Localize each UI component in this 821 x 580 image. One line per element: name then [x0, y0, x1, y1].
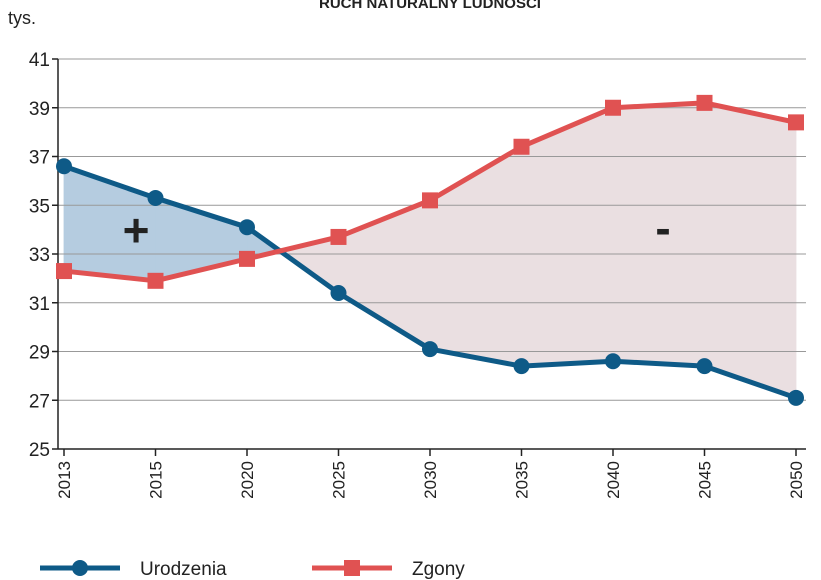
data-point — [605, 353, 621, 370]
y-tick-label: 41 — [29, 50, 50, 71]
data-point — [696, 94, 713, 111]
data-point — [147, 189, 164, 206]
data-point — [788, 114, 804, 131]
data-point — [330, 228, 347, 245]
x-tick-label: 2045 — [696, 461, 715, 499]
data-point — [422, 192, 438, 209]
y-tick-label: 37 — [29, 148, 50, 169]
annotation: + — [123, 204, 150, 256]
y-tick-label: 25 — [29, 440, 50, 461]
data-point — [239, 250, 255, 267]
data-point — [56, 263, 72, 280]
legend-label: Urodzenia — [140, 559, 227, 580]
fill-area — [521, 107, 614, 367]
x-tick-label: 2040 — [604, 461, 623, 499]
x-tick-label: 2020 — [238, 461, 257, 499]
x-tick-label: 2050 — [787, 461, 806, 499]
fill-area — [338, 199, 431, 350]
annotation: - — [655, 202, 670, 254]
y-tick-label: 35 — [29, 196, 50, 217]
legend-marker — [344, 560, 360, 576]
fill-area — [704, 102, 797, 399]
legend-marker — [72, 560, 88, 576]
fill-area — [429, 146, 522, 367]
y-tick-label: 27 — [29, 391, 50, 412]
data-point — [513, 358, 530, 375]
data-point — [605, 99, 621, 116]
data-point — [330, 285, 347, 301]
y-tick-label: 29 — [29, 343, 50, 364]
data-point — [422, 341, 438, 358]
legend-label: Zgony — [412, 559, 465, 580]
y-tick-label: 39 — [29, 99, 50, 120]
y-tick-label: 33 — [29, 245, 50, 266]
x-tick-label: 2015 — [147, 461, 166, 499]
chart-title: RUCH NATURALNY LUDNOŚCI — [319, 0, 541, 12]
x-tick-label: 2025 — [330, 461, 349, 499]
data-point — [56, 158, 72, 175]
y-axis-label: tys. — [8, 8, 36, 28]
y-tick-label: 31 — [29, 294, 50, 315]
data-point — [147, 272, 164, 289]
data-point — [788, 389, 804, 406]
data-point — [513, 138, 530, 155]
data-point — [239, 219, 255, 236]
x-tick-label: 2013 — [55, 461, 74, 499]
x-tick-label: 2035 — [513, 461, 532, 499]
fill-layer — [63, 102, 797, 399]
x-tick-label: 2030 — [421, 461, 440, 499]
data-point — [696, 358, 713, 375]
